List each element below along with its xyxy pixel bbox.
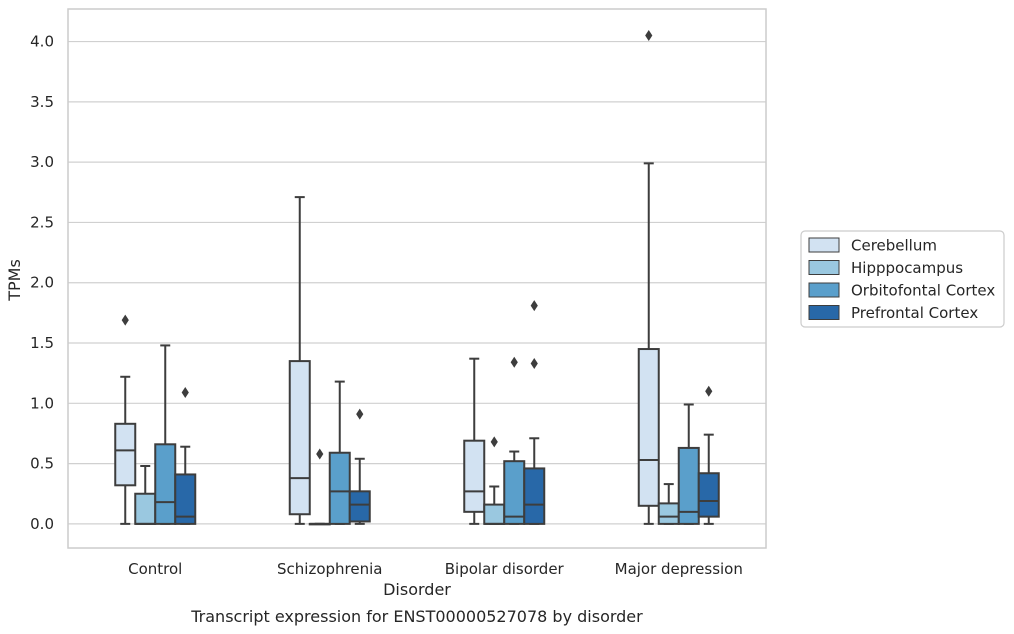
- legend-swatch: [808, 305, 840, 320]
- outlier-point: [121, 314, 129, 326]
- x-tick-label: Major depression: [615, 560, 743, 578]
- box-body: [483, 503, 506, 525]
- box-3-3: [697, 385, 720, 525]
- box-body: [288, 360, 311, 516]
- box-0-2: [154, 344, 177, 525]
- box-body: [697, 472, 720, 518]
- x-tick-labels: Control Schizophrenia Bipolar disorder Majo…: [128, 560, 743, 578]
- outlier-point: [705, 385, 713, 397]
- outlier-point: [490, 436, 498, 448]
- legend-label: Hipppocampus: [851, 259, 963, 277]
- y-tick-label: 2.0: [30, 274, 54, 292]
- box-body: [463, 439, 486, 513]
- box-body: [503, 460, 526, 525]
- box-body: [174, 473, 197, 525]
- y-axis-label: TPMs: [5, 259, 24, 302]
- outlier-point: [530, 300, 538, 312]
- box-plot-marks: [114, 30, 720, 526]
- box-body: [523, 467, 546, 525]
- box-0-1: [134, 465, 157, 525]
- box-body: [328, 451, 351, 525]
- outlier-point: [645, 30, 653, 42]
- legend: Cerebellum Hipppocampus Orbitofontal Corte…: [800, 230, 1005, 328]
- box-body: [348, 490, 371, 523]
- legend-label: Prefrontal Cortex: [851, 304, 978, 322]
- x-tick-label: Control: [128, 560, 182, 578]
- y-tick-label: 0.5: [30, 455, 54, 473]
- y-tick-label: 0.0: [30, 515, 54, 533]
- outlier-point: [530, 358, 538, 370]
- box-2-1: [483, 436, 506, 525]
- y-tick-label: 3.5: [30, 93, 54, 111]
- y-tick-labels: 0.0 0.5 1.0 1.5 2.0 2.5 3.0 3.5 4.0: [30, 33, 54, 533]
- box-3-2: [677, 403, 700, 525]
- x-axis-label: Disorder: [383, 580, 451, 599]
- box-3-1: [657, 483, 680, 525]
- box-body: [657, 502, 680, 525]
- legend-frame: [800, 230, 1005, 328]
- legend-swatch: [808, 237, 840, 253]
- box-1-1: [308, 448, 331, 526]
- box-body: [114, 422, 137, 487]
- legend-swatch: [808, 260, 840, 275]
- outlier-point: [181, 386, 189, 398]
- box-body: [637, 348, 660, 507]
- box-0-0: [114, 314, 137, 525]
- outlier-point: [316, 448, 324, 460]
- box-2-3: [523, 300, 546, 525]
- y-tick-label: 1.5: [30, 334, 54, 352]
- box-1-0: [288, 196, 311, 525]
- box-body: [154, 443, 177, 525]
- outlier-point: [510, 356, 518, 368]
- y-tick-label: 3.0: [30, 153, 54, 171]
- box-1-2: [328, 380, 351, 525]
- x-tick-label: Bipolar disorder: [445, 560, 565, 578]
- legend-label: Cerebellum: [851, 237, 937, 255]
- box-2-0: [463, 357, 486, 525]
- outlier-point: [356, 408, 364, 420]
- y-tick-label: 1.0: [30, 394, 54, 412]
- y-tick-label: 2.5: [30, 213, 54, 231]
- y-tick-label: 4.0: [30, 33, 54, 51]
- legend-swatch: [808, 282, 840, 298]
- chart-caption: Transcript expression for ENST0000052707…: [190, 607, 643, 626]
- box-2-2: [503, 356, 526, 525]
- box-0-3: [174, 386, 197, 525]
- x-tick-label: Schizophrenia: [277, 560, 382, 578]
- legend-label: Orbitofontal Cortex: [851, 282, 995, 300]
- box-3-0: [637, 30, 660, 525]
- box-body: [134, 492, 157, 525]
- plot-frame: [67, 8, 767, 549]
- box-1-3: [348, 408, 371, 525]
